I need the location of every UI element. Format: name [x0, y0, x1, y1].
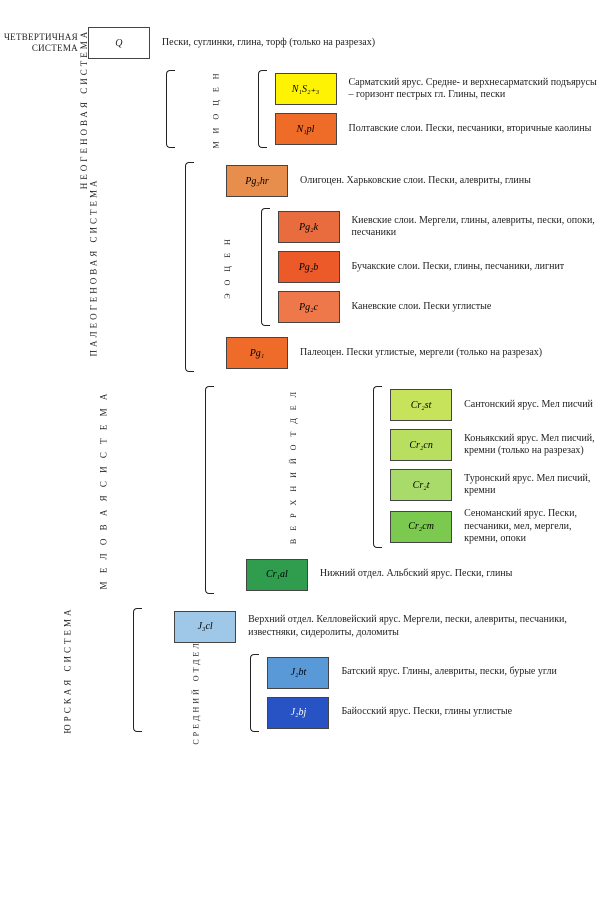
desc-q: Пески, суглинки, глина, торф (только на … [162, 37, 604, 50]
swatch-code: J₂bt [291, 667, 307, 678]
swatch: Pg₂c [278, 291, 340, 323]
brace-eocene [261, 208, 270, 326]
swatch: N₁pl [275, 113, 337, 145]
swatch: Pg₂b [278, 251, 340, 283]
sub-label-miocene: М И О Ц Е Н [177, 66, 255, 152]
system-text-cretaceous: М Е Л О В А Я С И С Т Е М А [98, 390, 108, 589]
swatch-q: Q [88, 27, 150, 59]
system-label-paleogene: ПАЛЕОГЕНОВАЯ СИСТЕМА [4, 158, 183, 376]
legend-row: Cr₂cm Сеноманский ярус. Пески, песчаники… [384, 508, 604, 546]
brace-neogene [166, 70, 175, 148]
system-text-quaternary: ЧЕТВЕРТИЧНАЯ СИСТЕМА [4, 32, 78, 53]
legend-row: N₁pl Полтавские слои. Пески, песчаники, … [269, 112, 605, 146]
legend-row: Pg₁ Палеоцен. Пески углистые, мергели (т… [196, 336, 604, 370]
brace-cretaceous [205, 386, 214, 594]
swatch-code: Pg₃hr [245, 176, 268, 187]
swatch: N₁S₂₊₃ [275, 73, 337, 105]
system-text-neogene: НЕОГЕНОВАЯ СИСТЕМА [79, 29, 89, 189]
sub-label-upper-cret: В Е Р Х Н И Й О Т Д Е Л [216, 382, 371, 552]
system-text-paleogene: ПАЛЕОГЕНОВАЯ СИСТЕМА [89, 178, 99, 357]
desc: Сеноманский ярус. Пески, песчаники, мел,… [464, 508, 604, 546]
desc: Верхний отдел. Келловейский ярус. Мергел… [248, 614, 604, 639]
legend-row: Pg₃hr Олигоцен. Харьковские слои. Пески,… [196, 164, 604, 198]
swatch: Pg₃hr [226, 165, 288, 197]
swatch: J₃cl [174, 611, 236, 643]
swatch: Cr₁al [246, 559, 308, 591]
sub-text-miocene: М И О Ц Е Н [212, 70, 221, 148]
system-label-quaternary: ЧЕТВЕРТИЧНАЯ СИСТЕМА [4, 32, 82, 54]
items-neogene: N₁S₂₊₃ Сарматский ярус. Средне- и верхне… [269, 66, 605, 152]
desc: Сарматский ярус. Средне- и верхнесарматс… [349, 77, 605, 102]
swatch: Cr₂cm [390, 511, 452, 543]
brace-middle-jur [250, 654, 259, 732]
swatch: J₂bt [267, 657, 329, 689]
brace-miocene [258, 70, 267, 148]
sub-label-middle-jur: СРЕДНИЙ ОТДЕЛ [144, 650, 248, 736]
swatch: Cr₂t [390, 469, 452, 501]
legend-row: Pg₂b Бучакские слои. Пески, глины, песча… [272, 250, 605, 284]
swatch-code: Pg₂c [299, 302, 318, 313]
legend-row: Cr₁al Нижний отдел. Альбский ярус. Пески… [216, 558, 604, 592]
system-text-jurassic: ЮРСКАЯ СИСТЕМА [63, 606, 73, 733]
desc: Сантонский ярус. Мел писчий [464, 399, 604, 412]
legend-row: Pg₂c Каневские слои. Пески углистые [272, 290, 605, 324]
sub-text-eocene: Э О Ц Е Н [223, 236, 232, 299]
brace-paleogene [185, 162, 194, 372]
legend-row: N₁S₂₊₃ Сарматский ярус. Средне- и верхне… [269, 72, 605, 106]
brace-upper-cret [373, 386, 382, 548]
desc: Палеоцен. Пески углистые, мергели (тольк… [300, 347, 604, 360]
swatch-code: N₁pl [297, 124, 315, 135]
legend-row: J₂bt Батский ярус. Глины, алевриты, песк… [261, 656, 604, 690]
swatch-code: J₃cl [198, 621, 213, 632]
swatch-code: Cr₂cm [408, 521, 434, 532]
swatch: Pg₁ [226, 337, 288, 369]
legend-row: Pg₂k Киевские слои. Мергели, глины, алев… [272, 210, 605, 244]
desc: Нижний отдел. Альбский ярус. Пески, глин… [320, 568, 604, 581]
desc: Киевские слои. Мергели, глины, алевриты,… [352, 215, 605, 240]
swatch: J₂bj [267, 697, 329, 729]
stratigraphic-legend: ЧЕТВЕРТИЧНАЯ СИСТЕМА Q Пески, суглинки, … [4, 26, 604, 736]
swatch-code: Cr₂cn [409, 440, 432, 451]
swatch-code: Pg₂k [299, 222, 318, 233]
desc: Байосский ярус. Пески, глины углистые [341, 706, 604, 719]
system-label-jurassic: ЮРСКАЯ СИСТЕМА [4, 604, 131, 736]
system-cretaceous: М Е Л О В А Я С И С Т Е М А В Е Р Х Н И … [4, 382, 604, 598]
swatch: Pg₂k [278, 211, 340, 243]
system-label-neogene: НЕОГЕНОВАЯ СИСТЕМА [4, 66, 164, 152]
swatch-code: Pg₂b [299, 262, 319, 273]
legend-row: Cr₂st Сантонский ярус. Мел писчий [384, 388, 604, 422]
desc: Туронский ярус. Мел писчий, кремни [464, 473, 604, 498]
desc: Каневские слои. Пески углистые [352, 301, 605, 314]
sub-text-middle-jur: СРЕДНИЙ ОТДЕЛ [192, 640, 201, 744]
sub-label-eocene: Э О Ц Е Н [196, 204, 259, 330]
swatch: Cr₂st [390, 389, 452, 421]
brace-jurassic [133, 608, 142, 732]
legend-row: J₃cl Верхний отдел. Келловейский ярус. М… [144, 610, 604, 644]
system-paleogene: ПАЛЕОГЕНОВАЯ СИСТЕМА Pg₃hr Олигоцен. Хар… [4, 158, 604, 376]
swatch-code: Cr₂st [411, 400, 432, 411]
desc: Коньякский ярус. Мел писчий, кремни (тол… [464, 433, 604, 458]
swatch: Cr₂cn [390, 429, 452, 461]
system-neogene: НЕОГЕНОВАЯ СИСТЕМА М И О Ц Е Н N₁S₂₊₃ Са… [4, 66, 604, 152]
swatch-code: J₂bj [291, 707, 307, 718]
system-label-cretaceous: М Е Л О В А Я С И С Т Е М А [4, 382, 203, 598]
swatch-code: N₁S₂₊₃ [292, 84, 319, 95]
sub-text-upper-cret: В Е Р Х Н И Й О Т Д Е Л [289, 389, 298, 544]
swatch-code: Pg₁ [250, 348, 265, 359]
desc: Полтавские слои. Пески, песчаники, втори… [349, 123, 605, 136]
swatch-code-q: Q [115, 38, 122, 49]
legend-row: Cr₂t Туронский ярус. Мел писчий, кремни [384, 468, 604, 502]
legend-row: Cr₂cn Коньякский ярус. Мел писчий, кремн… [384, 428, 604, 462]
desc: Бучакские слои. Пески, глины, песчаники,… [352, 261, 605, 274]
swatch-code: Cr₁al [266, 569, 288, 580]
system-jurassic: ЮРСКАЯ СИСТЕМА J₃cl Верхний отдел. Келло… [4, 604, 604, 736]
swatch-code: Cr₂t [413, 480, 430, 491]
legend-row-quaternary: ЧЕТВЕРТИЧНАЯ СИСТЕМА Q Пески, суглинки, … [4, 26, 604, 60]
legend-row: J₂bj Байосский ярус. Пески, глины углист… [261, 696, 604, 730]
desc: Олигоцен. Харьковские слои. Пески, алевр… [300, 175, 604, 188]
desc: Батский ярус. Глины, алевриты, пески, бу… [341, 666, 604, 679]
